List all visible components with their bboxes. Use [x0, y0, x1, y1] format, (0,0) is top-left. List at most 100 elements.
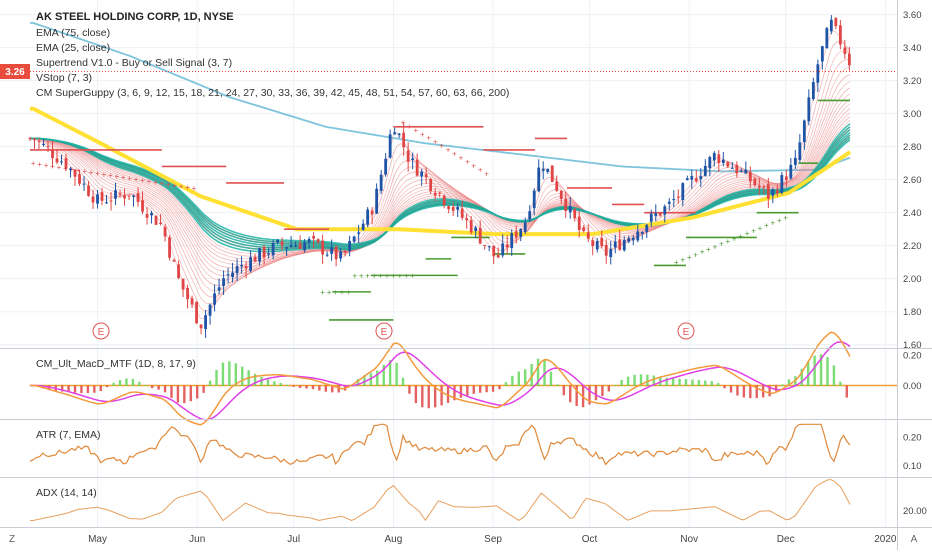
auto-scale-button[interactable]: A	[911, 534, 918, 545]
macd-hist-bar	[118, 380, 122, 387]
candle	[429, 178, 433, 192]
candle	[757, 185, 761, 188]
vstop-mark: +	[401, 118, 406, 127]
macd-hist-bar	[607, 385, 611, 392]
indicator-supertrend[interactable]: Supertrend V1.0 - Buy or Sell Signal (3,…	[36, 57, 232, 69]
candle	[393, 132, 397, 135]
macd-hist-bar	[298, 385, 302, 388]
zoom-button[interactable]: Z	[9, 534, 15, 545]
macd-hist-bar	[215, 369, 218, 387]
vstop-mark: +	[153, 178, 158, 187]
atr-pane	[29, 423, 851, 466]
candle	[87, 185, 90, 196]
y-tick-label: 2.80	[903, 142, 922, 153]
vstop-mark: +	[192, 184, 197, 193]
candle	[339, 251, 343, 259]
earnings-marker[interactable]: E	[375, 322, 393, 340]
candle	[748, 172, 752, 182]
vstop-mark: +	[147, 177, 152, 186]
candle	[348, 240, 352, 251]
macd-hist-bar	[86, 385, 90, 394]
indicator-vstop[interactable]: VStop (7, 3)	[36, 72, 92, 84]
candle	[555, 181, 559, 191]
candle	[681, 183, 685, 201]
vstop-mark: +	[140, 176, 145, 185]
vstop-mark: +	[127, 174, 132, 183]
x-tick-label: Dec	[777, 534, 795, 545]
candle	[96, 194, 99, 204]
vstop-mark: +	[732, 234, 737, 243]
candle	[586, 232, 590, 239]
macd-hist-bar	[324, 385, 328, 392]
candle	[132, 195, 135, 197]
macd-hist-bar	[826, 357, 829, 387]
candle	[753, 178, 757, 186]
candle	[28, 137, 32, 139]
y-tick-label: 3.40	[903, 43, 922, 54]
candle	[546, 168, 550, 172]
macd-hist-bar	[414, 385, 418, 404]
macd-hist-bar	[639, 374, 643, 387]
candle	[838, 25, 842, 45]
candle	[330, 247, 334, 254]
candle	[496, 254, 500, 258]
vstop-mark: +	[404, 271, 409, 280]
candle	[820, 46, 824, 62]
candle	[510, 233, 514, 249]
indicator-ema75[interactable]: EMA (75, close)	[36, 27, 110, 39]
candle	[789, 164, 793, 179]
macd-hist-bar	[575, 385, 578, 406]
vstop-mark: +	[346, 288, 351, 297]
macd-title[interactable]: CM_Ult_MacD_MTF (1D, 8, 17, 9)	[36, 358, 196, 370]
candle	[649, 213, 653, 222]
atr-title[interactable]: ATR (7, EMA)	[36, 429, 101, 441]
candle	[190, 298, 194, 305]
candle	[685, 178, 689, 180]
candle	[109, 200, 113, 202]
macd-hist-bar	[176, 385, 180, 403]
candle	[258, 248, 261, 262]
candle	[807, 97, 811, 122]
candle	[145, 213, 149, 218]
y-tick-label: 1.60	[903, 340, 922, 351]
macd-hist-bar	[189, 385, 192, 402]
candle	[708, 157, 712, 169]
candle	[492, 245, 496, 257]
candle	[514, 231, 518, 238]
candle	[294, 245, 298, 247]
macd-hist-bar	[478, 385, 482, 393]
indicator-ema25[interactable]: EMA (25, close)	[36, 42, 110, 54]
candle	[208, 304, 212, 316]
vstop-mark: +	[359, 271, 364, 280]
indicator-superguppy[interactable]: CM SuperGuppy (3, 6, 9, 12, 15, 18, 21, …	[36, 87, 509, 99]
macd-hist-bar	[408, 385, 411, 394]
macd-hist-bar	[382, 364, 385, 387]
macd-hist-bar	[594, 385, 598, 401]
macd-hist-bar	[749, 385, 752, 399]
vstop-mark: +	[327, 288, 332, 297]
candle	[568, 205, 572, 213]
svg-text:E: E	[683, 327, 690, 338]
earnings-marker[interactable]: E	[677, 322, 695, 340]
adx-title[interactable]: ADX (14, 14)	[36, 487, 97, 499]
vstop-mark: +	[378, 271, 383, 280]
candle	[766, 184, 770, 199]
candle	[658, 213, 662, 216]
candle	[505, 244, 509, 248]
macd-hist-bar	[806, 360, 810, 387]
candle	[307, 238, 311, 243]
macd-hist-bar	[466, 385, 469, 396]
macd-hist-bar	[787, 379, 791, 387]
macd-pane	[28, 331, 897, 426]
svg-text:E: E	[381, 327, 388, 338]
macd-hist-bar	[626, 376, 630, 387]
candle	[780, 175, 784, 193]
candle	[271, 243, 275, 256]
macd-hist-bar	[524, 369, 527, 387]
candle	[303, 242, 307, 251]
x-tick-label: Nov	[680, 534, 698, 545]
candle	[285, 247, 289, 249]
earnings-marker[interactable]: E	[92, 322, 110, 340]
